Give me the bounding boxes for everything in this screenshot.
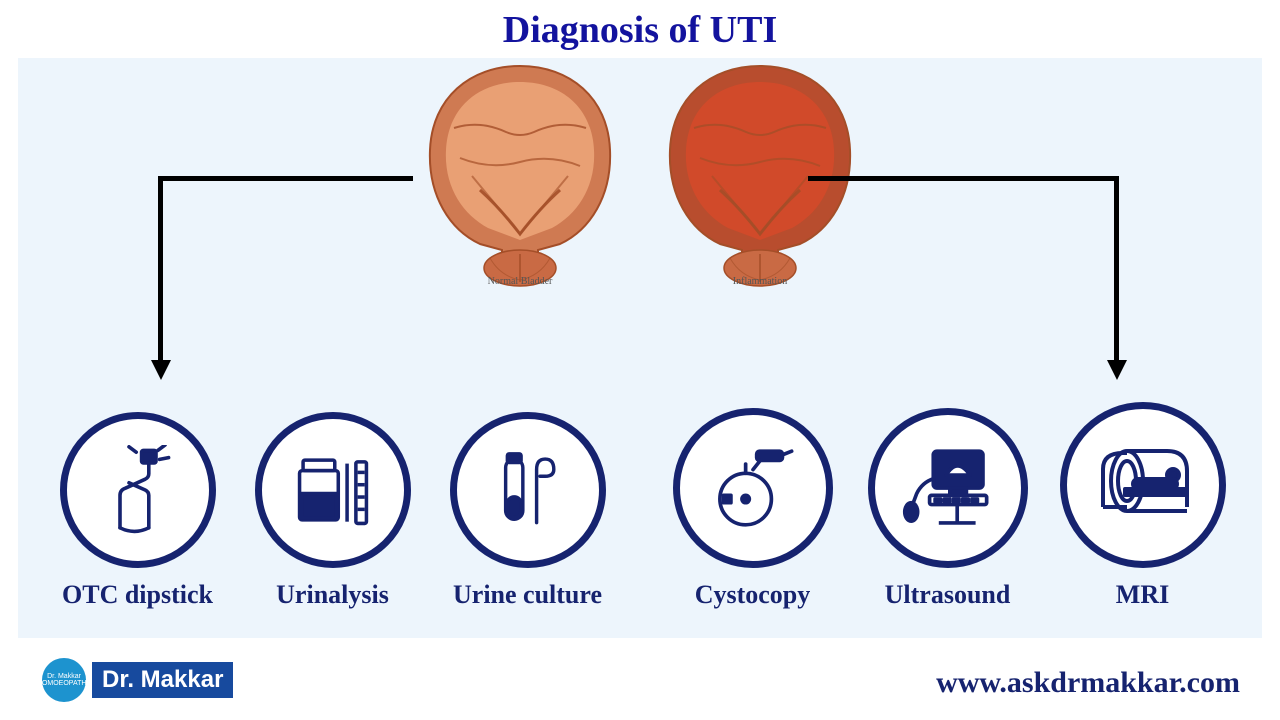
arrow-head-icon	[1107, 360, 1127, 380]
item-cystocopy: Cystocopy	[655, 408, 850, 610]
item-ultrasound: Ultrasound	[850, 408, 1045, 610]
ultrasound-icon	[868, 408, 1028, 568]
page-title: Diagnosis of UTI	[0, 0, 1280, 52]
item-urine-culture: Urine culture	[430, 412, 625, 610]
mri-icon	[1060, 402, 1226, 568]
connector-line	[158, 176, 163, 360]
item-label: MRI	[1116, 580, 1169, 610]
item-label: Cystocopy	[695, 580, 811, 610]
connector-line	[1114, 176, 1119, 360]
bladder-row: Normal Bladder Inflammation	[18, 58, 1262, 288]
bladder-inflamed: Inflammation	[660, 58, 860, 288]
item-otc-dipstick: OTC dipstick	[40, 412, 235, 610]
item-mri: MRI	[1045, 402, 1240, 610]
cystocopy-icon	[673, 408, 833, 568]
items-row: OTC dipstick Urinalysis Urine culture	[18, 402, 1262, 610]
logo-text: Dr. Makkar	[92, 662, 233, 698]
item-urinalysis: Urinalysis	[235, 412, 430, 610]
arrow-head-icon	[151, 360, 171, 380]
bladder-normal: Normal Bladder	[420, 58, 620, 288]
urinalysis-icon	[255, 412, 411, 568]
item-label: OTC dipstick	[62, 580, 213, 610]
item-label: Urine culture	[453, 580, 602, 610]
bladder-normal-caption: Normal Bladder	[420, 276, 620, 287]
connector-line	[158, 176, 413, 181]
urine-culture-icon	[450, 412, 606, 568]
item-label: Ultrasound	[885, 580, 1011, 610]
diagram-panel: Normal Bladder Inflammation	[18, 58, 1262, 638]
bladder-inflamed-caption: Inflammation	[660, 276, 860, 287]
brand-logo: Dr. Makkar HOMOEOPATHY Dr. Makkar	[42, 658, 233, 702]
item-label: Urinalysis	[276, 580, 389, 610]
connector-line	[808, 176, 1119, 181]
otc-dipstick-icon	[60, 412, 216, 568]
website-url: www.askdrmakkar.com	[936, 666, 1240, 700]
logo-badge: Dr. Makkar HOMOEOPATHY	[42, 658, 86, 702]
